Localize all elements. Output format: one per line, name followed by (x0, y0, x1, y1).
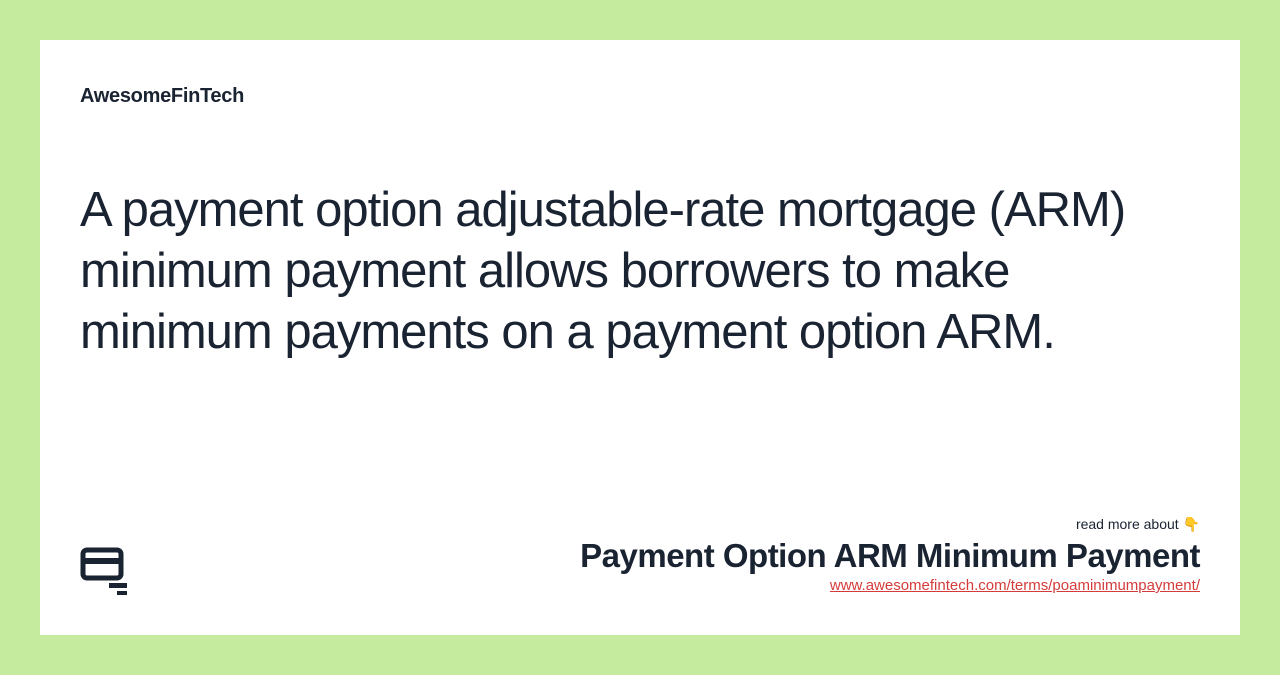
card-icon-wrapper (80, 547, 130, 595)
footer-right: read more about 👇 Payment Option ARM Min… (580, 516, 1200, 595)
article-title: Payment Option ARM Minimum Payment (580, 537, 1200, 575)
card-payment-icon (80, 547, 130, 595)
description-text: A payment option adjustable-rate mortgag… (80, 180, 1200, 362)
read-more-label: read more about 👇 (580, 516, 1200, 533)
brand-name: AwesomeFinTech (80, 85, 1200, 108)
card-footer: read more about 👇 Payment Option ARM Min… (80, 516, 1200, 595)
article-url-link[interactable]: www.awesomefintech.com/terms/poaminimump… (830, 577, 1200, 594)
info-card: AwesomeFinTech A payment option adjustab… (40, 40, 1240, 635)
